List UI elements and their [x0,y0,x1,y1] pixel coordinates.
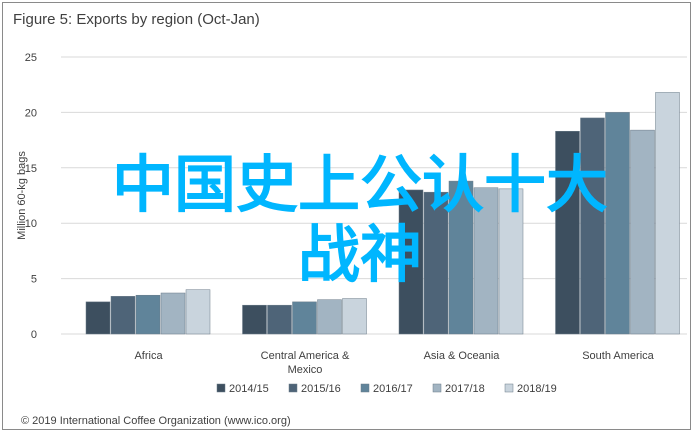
bar-2016-17-2 [448,180,474,335]
bar-chart: 0 5 10 15 20 25 Million 60-kg bags Africa Centra… [16,52,687,395]
bar-2015-16-3 [580,117,605,335]
y-axis-label: Million 60-kg bags [16,151,28,240]
legend-swatch-2014-15 [216,383,226,393]
y-tick-label: 5 [31,274,37,286]
legend-label-2017-18: 2017/18 [445,383,485,395]
bar-2015-16-1 [267,304,292,335]
bar-2014-15-2 [398,189,424,335]
legend-swatch-2015-16 [288,383,298,393]
x-category-label: Africa [134,350,163,362]
x-category-label: Central America & [261,350,350,362]
bar-2016-17-1 [292,301,317,335]
legend-label-2016-17: 2016/17 [373,383,413,395]
legend-swatch-2018-19 [504,383,514,393]
legend-label-2018-19: 2018/19 [517,383,557,395]
bar-2015-16-0 [110,296,136,335]
legend-swatch-2017-18 [432,383,442,393]
legend-swatch-2016-17 [360,383,370,393]
bar-2017-18-0 [160,292,186,335]
chart-frame: Figure 5: Exports by region (Oct-Jan) 0 5… [2,2,691,430]
bar-2018-19-1 [342,298,367,335]
bar-2014-15-3 [555,130,580,335]
y-tick-label: 15 [25,163,37,175]
chart-title: Figure 5: Exports by region (Oct-Jan) [13,11,260,28]
x-category-label: Mexico [288,364,323,376]
bar-2015-16-2 [423,191,449,335]
bar-2016-17-0 [135,294,161,335]
bar-2014-15-0 [85,301,111,335]
bar-2017-18-2 [473,187,499,335]
x-category-label: Asia & Oceania [424,350,501,362]
legend-label-2015-16: 2015/16 [301,383,341,395]
bar-2018-19-2 [498,188,524,335]
bar-2018-19-3 [655,92,680,335]
bar-2016-17-3 [605,112,630,335]
bar-2014-15-1 [242,304,267,335]
legend-label-2014-15: 2014/15 [229,383,269,395]
bar-2018-19-0 [185,289,211,335]
bar-2017-18-1 [317,299,342,335]
y-tick-label: 10 [25,218,37,230]
x-category-label: South America [582,350,654,362]
source-credit: © 2019 International Coffee Organization… [21,415,291,427]
y-tick-label: 0 [31,329,37,341]
y-tick-label: 25 [25,52,37,64]
y-tick-label: 20 [25,107,37,119]
bar-2017-18-3 [630,129,655,335]
